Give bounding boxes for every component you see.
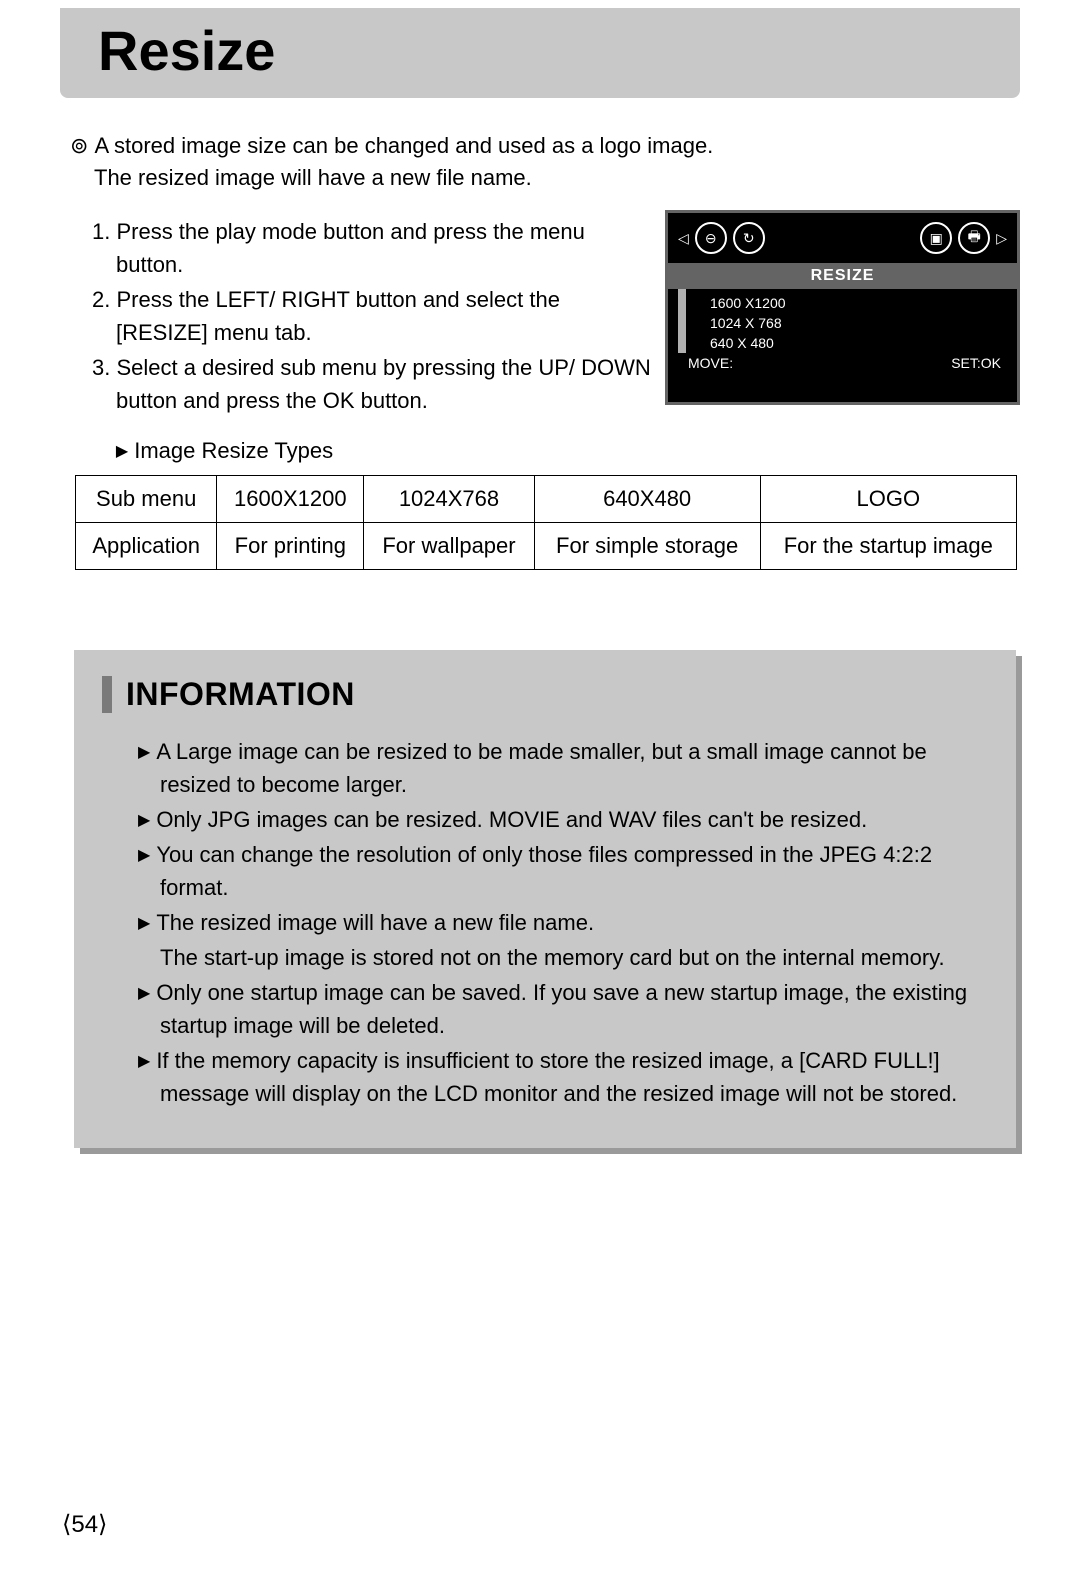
dpof-icon: 🖶 — [958, 222, 990, 254]
info-item-6: ▶ If the memory capacity is insufficient … — [138, 1044, 988, 1110]
intro-line-1: A stored image size can be changed and u… — [94, 130, 713, 162]
lcd-menu-header: RESIZE — [668, 263, 1017, 289]
types-label-text: Image Resize Types — [134, 438, 333, 463]
info-text-2: Only JPG images can be resized. MOVIE an… — [156, 807, 867, 832]
right-arrow-icon: ▷ — [996, 230, 1007, 247]
key-icon: ⊖ — [695, 222, 727, 254]
steps-list: 1. Press the play mode button and press … — [92, 215, 652, 419]
info-text-3: You can change the resolution of only th… — [156, 842, 932, 900]
lcd-item-640: 640 X 480 — [710, 333, 1017, 353]
bullet-icon: ▶ — [138, 1053, 150, 1070]
lcd-top-icons: ◁ ⊖ ↻ ▣ 🖶 ▷ — [668, 213, 1017, 263]
information-box: INFORMATION ▶ A Large image can be resize… — [74, 650, 1016, 1148]
resize-tab-icon: ▣ — [920, 222, 952, 254]
table-row: Application For printing For wallpaper F… — [76, 523, 1017, 570]
step-1: 1. Press the play mode button and press … — [92, 215, 652, 281]
page-title: Resize — [98, 18, 275, 83]
info-text-5: Only one startup image can be saved. If … — [156, 980, 967, 1038]
step-3: 3. Select a desired sub menu by pressing… — [92, 351, 652, 417]
info-item-4b: The start-up image is stored not on the … — [138, 941, 988, 974]
left-arrow-icon: ◁ — [678, 230, 689, 247]
info-item-4: ▶ The resized image will have a new file … — [138, 906, 988, 939]
cell-printing: For printing — [217, 523, 364, 570]
info-text-4: The resized image will have a new file n… — [156, 910, 594, 935]
bullet-icon: ▶ — [138, 985, 150, 1002]
info-item-3: ▶ You can change the resolution of only t… — [138, 838, 988, 904]
bullet-icon: ▶ — [138, 915, 150, 932]
cell-1600: 1600X1200 — [217, 476, 364, 523]
cell-wallpaper: For wallpaper — [364, 523, 534, 570]
bullet-icon: ▶ — [138, 847, 150, 864]
info-item-1: ▶ A Large image can be resized to be made… — [138, 735, 988, 801]
resize-types-table: Sub menu 1600X1200 1024X768 640X480 LOGO… — [75, 475, 1017, 570]
info-text-6: If the memory capacity is insufficient t… — [156, 1048, 957, 1106]
cell-640: 640X480 — [534, 476, 760, 523]
intro-line-2: The resized image will have a new file n… — [70, 162, 1010, 194]
cell-logo: LOGO — [760, 476, 1016, 523]
bullet-icon: ▶ — [116, 443, 128, 460]
cell-application-header: Application — [76, 523, 217, 570]
info-text-1: A Large image can be resized to be made … — [156, 739, 926, 797]
resize-types-label: ▶ Image Resize Types — [95, 438, 333, 464]
lcd-item-1024: 1024 X 768 — [710, 313, 1017, 333]
cell-startup: For the startup image — [760, 523, 1016, 570]
cell-submenu-header: Sub menu — [76, 476, 217, 523]
rotate-icon: ↻ — [733, 222, 765, 254]
camera-lcd-screenshot: ◁ ⊖ ↻ ▣ 🖶 ▷ RESIZE 1600 X1200 1024 X 768… — [665, 210, 1020, 405]
lcd-footer: MOVE: SET:OK — [668, 353, 1017, 371]
table-row: Sub menu 1600X1200 1024X768 640X480 LOGO — [76, 476, 1017, 523]
cell-storage: For simple storage — [534, 523, 760, 570]
bullet-icon: ▶ — [138, 744, 150, 761]
lcd-footer-move: MOVE: — [688, 355, 733, 371]
lcd-item-1600: 1600 X1200 — [710, 293, 1017, 313]
info-item-5: ▶ Only one startup image can be saved. If… — [138, 976, 988, 1042]
intro-marker-icon: ⊚ — [70, 130, 88, 162]
page-number: ⟨54⟩ — [62, 1510, 107, 1539]
information-list: ▶ A Large image can be resized to be made… — [102, 735, 988, 1110]
info-item-2: ▶ Only JPG images can be resized. MOVIE a… — [138, 803, 988, 836]
intro-text: ⊚ A stored image size can be changed and… — [70, 130, 1010, 194]
step-2: 2. Press the LEFT/ RIGHT button and sele… — [92, 283, 652, 349]
lcd-menu-list: 1600 X1200 1024 X 768 640 X 480 — [678, 289, 1017, 353]
information-heading: INFORMATION — [102, 676, 988, 713]
bullet-icon: ▶ — [138, 812, 150, 829]
cell-1024: 1024X768 — [364, 476, 534, 523]
lcd-footer-set: SET:OK — [951, 355, 1001, 371]
